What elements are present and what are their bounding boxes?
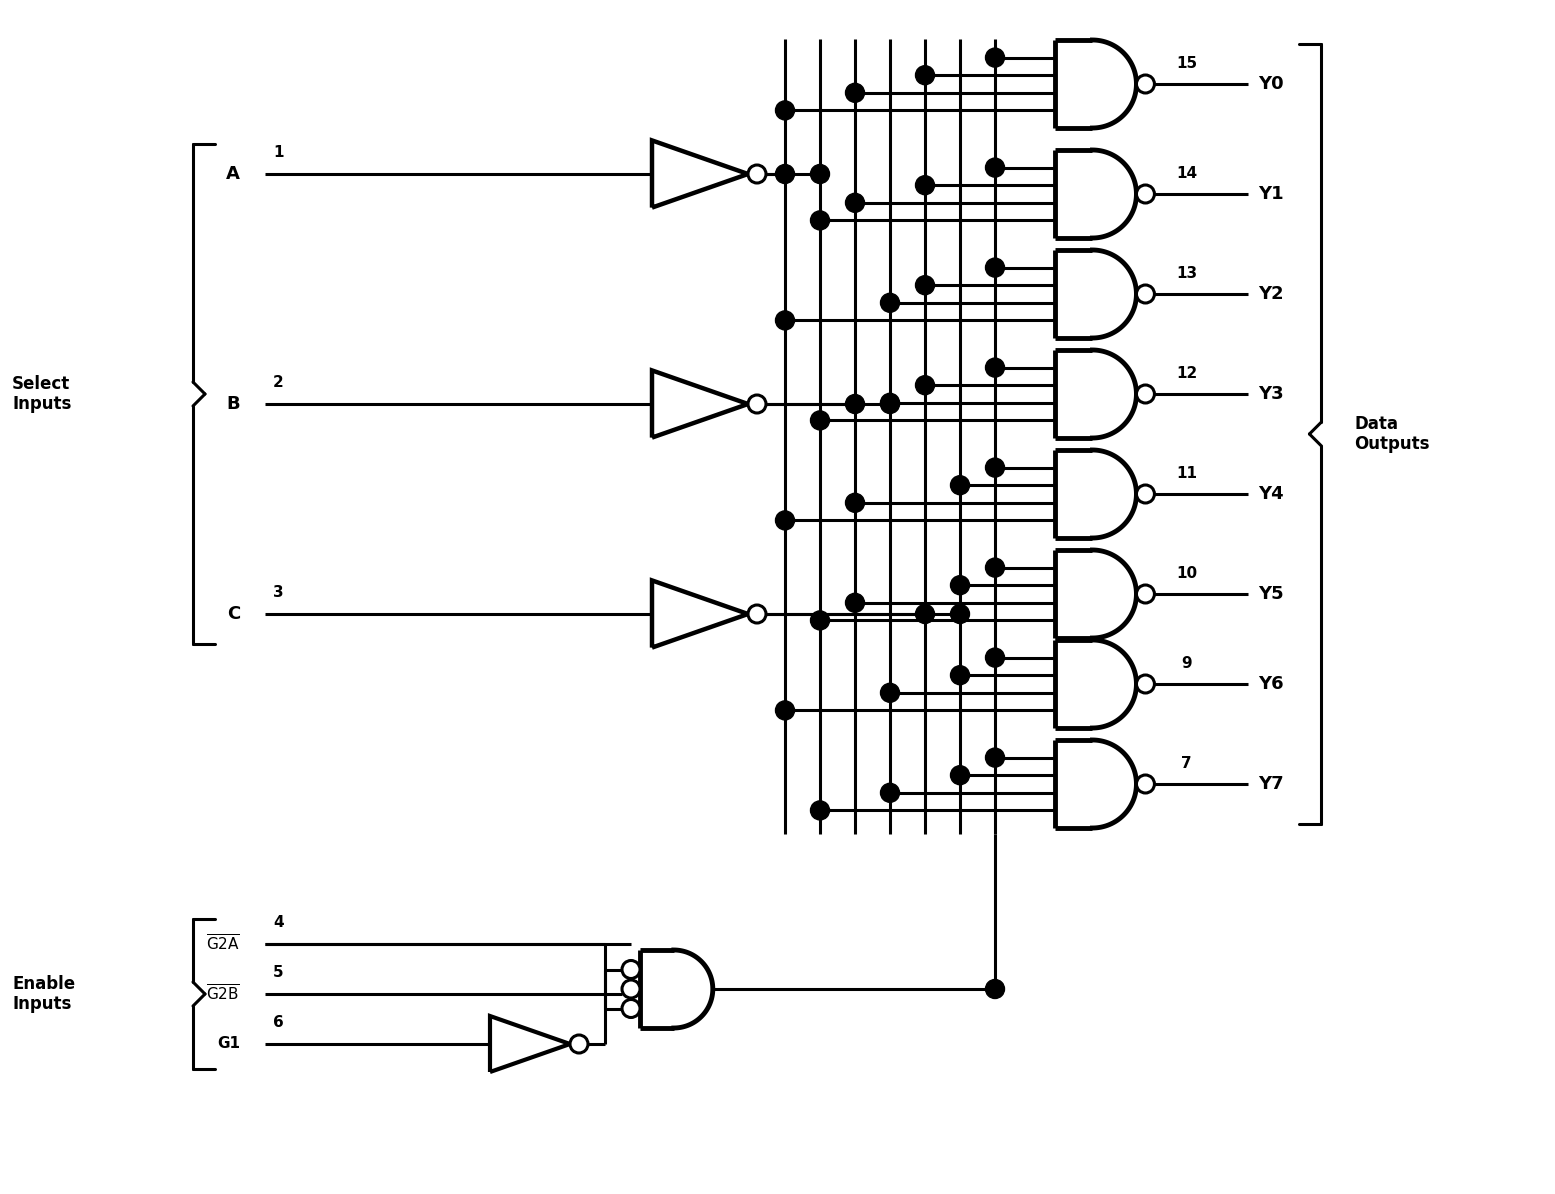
Circle shape [846,193,865,213]
Text: 3: 3 [274,585,283,601]
Circle shape [622,960,641,979]
Circle shape [950,666,969,684]
Text: Data
Outputs: Data Outputs [1354,414,1431,454]
Text: 11: 11 [1176,466,1197,481]
Circle shape [950,475,969,494]
Circle shape [986,258,1005,277]
Text: 12: 12 [1176,367,1197,381]
Text: 15: 15 [1176,56,1197,70]
Text: B: B [227,395,239,413]
Circle shape [748,165,767,183]
Circle shape [1137,75,1154,93]
Circle shape [846,394,865,413]
Circle shape [916,176,935,195]
Text: Y7: Y7 [1258,775,1284,793]
Text: 9: 9 [1182,656,1191,671]
Circle shape [810,211,829,230]
Text: Enable
Inputs: Enable Inputs [12,974,75,1014]
Text: 6: 6 [274,1015,283,1030]
Circle shape [986,158,1005,177]
Text: $\overline{\mathrm{G2B}}$: $\overline{\mathrm{G2B}}$ [205,984,239,1004]
Circle shape [950,765,969,784]
Circle shape [776,701,795,720]
Circle shape [571,1035,588,1053]
Text: 14: 14 [1176,166,1197,181]
Text: Y2: Y2 [1258,285,1284,303]
Text: G1: G1 [218,1036,239,1052]
Circle shape [810,165,829,184]
Circle shape [776,511,795,530]
Circle shape [880,783,899,802]
Circle shape [748,395,767,413]
Text: 10: 10 [1176,566,1197,581]
Text: Y5: Y5 [1258,585,1284,603]
Circle shape [1137,285,1154,303]
Circle shape [846,84,865,103]
Circle shape [986,558,1005,577]
Text: Y4: Y4 [1258,485,1284,503]
Circle shape [916,66,935,85]
Text: 13: 13 [1176,266,1197,281]
Text: Y1: Y1 [1258,185,1284,203]
Circle shape [622,999,641,1017]
Circle shape [810,611,829,630]
Circle shape [880,683,899,702]
Text: Select
Inputs: Select Inputs [12,375,72,413]
Text: Y0: Y0 [1258,75,1284,93]
Circle shape [1137,485,1154,503]
Circle shape [1137,384,1154,404]
Circle shape [846,493,865,512]
Circle shape [986,979,1005,998]
Text: 1: 1 [274,144,283,160]
Circle shape [950,604,969,623]
Circle shape [1137,185,1154,203]
Circle shape [916,604,935,623]
Circle shape [986,358,1005,377]
Text: $\overline{\mathrm{G2A}}$: $\overline{\mathrm{G2A}}$ [207,934,239,954]
Circle shape [846,593,865,613]
Circle shape [1137,775,1154,793]
Circle shape [986,458,1005,478]
Circle shape [776,165,795,184]
Circle shape [622,980,641,998]
Circle shape [880,394,899,413]
Circle shape [916,276,935,295]
Text: 4: 4 [274,915,283,930]
Circle shape [1137,675,1154,693]
Circle shape [986,749,1005,767]
Text: C: C [227,605,239,623]
Circle shape [810,411,829,430]
Circle shape [1137,585,1154,603]
Text: 7: 7 [1182,756,1191,771]
Circle shape [880,393,899,412]
Text: A: A [225,165,239,183]
Circle shape [986,48,1005,67]
Text: 5: 5 [274,965,283,980]
Circle shape [916,376,935,395]
Circle shape [776,310,795,330]
Circle shape [986,648,1005,667]
Circle shape [748,605,767,623]
Circle shape [950,576,969,595]
Circle shape [880,294,899,313]
Text: 2: 2 [274,375,283,390]
Circle shape [810,801,829,820]
Circle shape [776,101,795,119]
Text: Y6: Y6 [1258,675,1284,693]
Text: Y3: Y3 [1258,384,1284,404]
